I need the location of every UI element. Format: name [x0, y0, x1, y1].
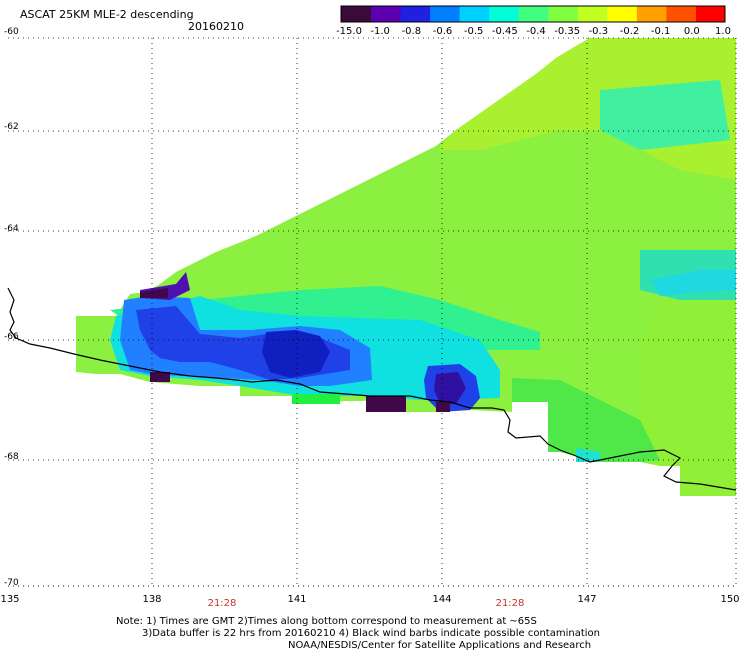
colorbar-segment [636, 6, 667, 22]
lat-label-66: -66 [4, 332, 19, 342]
colorbar-segment [577, 6, 608, 22]
colorbar-segment [695, 6, 726, 22]
swath-teal-2 [600, 80, 730, 150]
colorbar-segment [459, 6, 490, 22]
colorbar-segment [400, 6, 431, 22]
colorbar-segment [606, 6, 637, 22]
colorbar-tick-label: -0.3 [588, 26, 609, 37]
swath-purple-144 [434, 372, 466, 404]
map-date: 20160210 [188, 20, 244, 33]
lon-label-150: 150 [720, 594, 740, 605]
lon-label-147: 147 [577, 594, 597, 605]
lat-label-68: -68 [4, 452, 19, 462]
colorbar-segment [547, 6, 578, 22]
note-line-1: Note: 1) Times are GMT 2)Times along bot… [116, 616, 537, 627]
time-label-2: 21:28 [495, 598, 525, 609]
lat-label-62: -62 [4, 122, 19, 132]
colorbar-tick-label: -0.8 [401, 26, 422, 37]
colorbar [340, 5, 726, 23]
colorbar-tick-label: -0.35 [554, 26, 581, 37]
colorbar-segment [665, 6, 696, 22]
swath-purple-4 [366, 396, 406, 412]
colorbar-tick-label: -0.4 [526, 26, 546, 37]
lat-label-70: -70 [4, 578, 19, 588]
colorbar-tick-label: -0.45 [491, 26, 518, 37]
colorbar-segment [341, 6, 372, 22]
colorbar-tick-label: -15.0 [336, 26, 362, 37]
map-title: ASCAT 25KM MLE-2 descending [20, 8, 194, 21]
mle-data-field [76, 38, 736, 496]
lon-label-144: 144 [432, 594, 452, 605]
note-line-2: 3)Data buffer is 22 hrs from 20160210 4)… [142, 628, 600, 639]
colorbar-segment [488, 6, 519, 22]
time-label-1: 21:28 [207, 598, 237, 609]
note-line-3: NOAA/NESDIS/Center for Satellite Applica… [288, 640, 592, 651]
colorbar-tick-label: -0.1 [650, 26, 671, 37]
swath-blue-core [262, 330, 330, 378]
colorbar-tick-label: -1.0 [370, 26, 390, 37]
colorbar-tick-label: 0.0 [683, 26, 700, 37]
colorbar-tick-label: -0.5 [463, 26, 484, 37]
colorbar-tick-label: -0.2 [619, 26, 640, 37]
swath-cyan-right [650, 270, 736, 296]
swath-purple-2 [140, 288, 168, 298]
colorbar-segment [370, 6, 401, 22]
colorbar-tick-label: 1.0 [715, 26, 731, 37]
swath-green-strip [292, 394, 340, 404]
lon-label-135: 135 [0, 594, 20, 605]
coastline [7, 287, 737, 491]
lon-label-141: 141 [287, 594, 307, 605]
lon-label-138: 138 [142, 594, 162, 605]
lat-label-64: -64 [4, 224, 19, 234]
colorbar-segment [518, 6, 549, 22]
colorbar-tick-label: -0.6 [432, 26, 453, 37]
lat-label-60: -60 [4, 27, 19, 37]
swath-yellowgreen-2 [640, 300, 736, 496]
swath-purple-144b [436, 402, 450, 412]
colorbar-segment [429, 6, 460, 22]
swath-purple-3 [150, 372, 170, 382]
swath-green-lower [512, 378, 660, 462]
